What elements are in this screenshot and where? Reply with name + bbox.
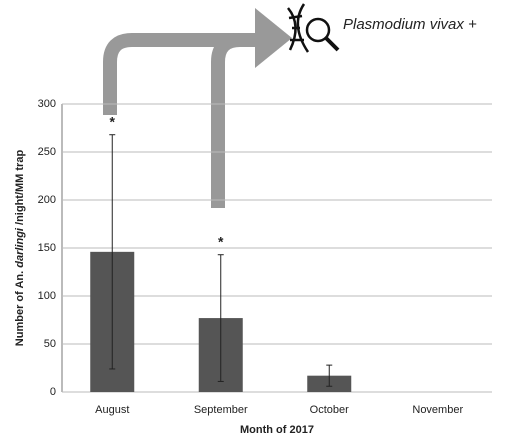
significance-marker: *: [218, 233, 224, 249]
y-tick-label: 150: [38, 242, 56, 254]
y-axis-label: Number of An. darlingi /night/MM trap: [14, 150, 26, 347]
x-tick-label: September: [194, 404, 248, 416]
y-axis-label-part: /night/MM trap: [14, 150, 26, 228]
annotation: Plasmodium vivax +: [343, 16, 477, 33]
y-tick-label: 300: [38, 98, 56, 110]
x-axis-label: Month of 2017: [240, 424, 314, 436]
significance-marker: *: [110, 113, 116, 129]
y-axis-label-part: Number of An.: [14, 268, 26, 346]
error-bar: [109, 134, 116, 370]
y-tick-label: 0: [50, 386, 56, 398]
error-bar: [217, 254, 224, 382]
y-tick-label: 100: [38, 290, 56, 302]
y-tick-label: 250: [38, 146, 56, 158]
dna-icon: [287, 3, 340, 53]
error-bar: [326, 364, 333, 387]
arrow: [103, 33, 262, 115]
arrow: [211, 33, 241, 208]
x-tick-label: November: [412, 404, 463, 416]
y-axis-label-part: darlingi: [14, 227, 26, 268]
y-tick-label: 50: [44, 338, 56, 350]
x-tick-label: October: [310, 404, 349, 416]
y-tick-label: 200: [38, 194, 56, 206]
arrow-head: [255, 8, 292, 68]
x-tick-label: August: [95, 404, 129, 416]
